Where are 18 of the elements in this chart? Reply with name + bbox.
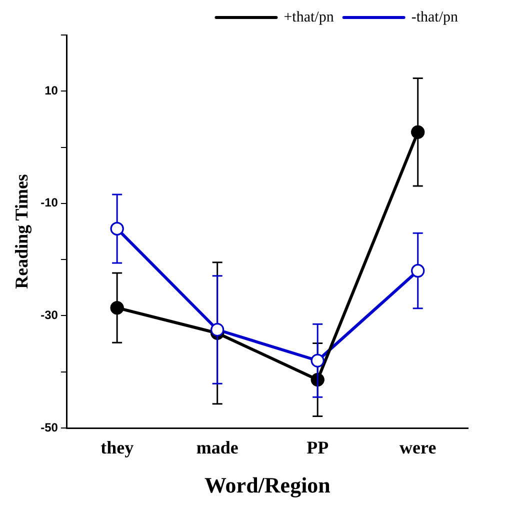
point — [210, 323, 224, 336]
y-tick-label: -30 — [40, 308, 58, 322]
point — [411, 125, 425, 139]
x-tick-label: were — [400, 437, 436, 458]
x-tick-label: they — [100, 437, 134, 458]
legend-label: +that/pn — [284, 9, 334, 26]
point — [310, 354, 324, 368]
y-tick-label: -10 — [40, 196, 58, 210]
x-axis-title: Word/Region — [204, 472, 330, 498]
y-tick-label: -50 — [40, 420, 58, 434]
y-tick-label: 10 — [44, 83, 58, 98]
point — [110, 301, 124, 315]
x-tick-label: made — [196, 437, 238, 458]
legend-label: -that/pn — [411, 9, 458, 26]
x-tick-label: PP — [306, 437, 329, 458]
y-axis-title: Reading Times — [11, 174, 32, 289]
point — [110, 222, 124, 236]
point — [411, 264, 425, 278]
